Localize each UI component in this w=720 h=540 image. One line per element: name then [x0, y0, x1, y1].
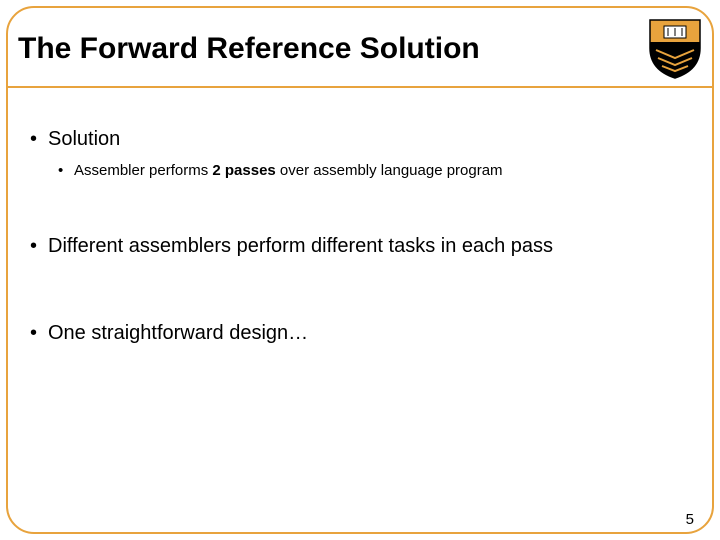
bullet-text-bold: 2 passes — [212, 162, 275, 179]
bullet-level2: Assembler performs 2 passes over assembl… — [30, 161, 690, 181]
bullet-text-pre: Assembler performs — [74, 162, 212, 179]
bullet-level1: Solution — [30, 128, 690, 151]
bullet-level1: One straightforward design… — [30, 322, 690, 345]
title-row: The Forward Reference Solution — [18, 18, 702, 80]
content-area: Solution Assembler performs 2 passes ove… — [30, 128, 690, 355]
slide-title: The Forward Reference Solution — [18, 32, 480, 66]
bullet-level1: Different assemblers perform different t… — [30, 235, 690, 258]
page-number: 5 — [686, 511, 694, 528]
title-divider — [8, 86, 712, 88]
bullet-text-post: over assembly language program — [276, 162, 503, 179]
princeton-shield-icon — [648, 18, 702, 80]
spacer — [30, 268, 690, 322]
spacer — [30, 181, 690, 235]
